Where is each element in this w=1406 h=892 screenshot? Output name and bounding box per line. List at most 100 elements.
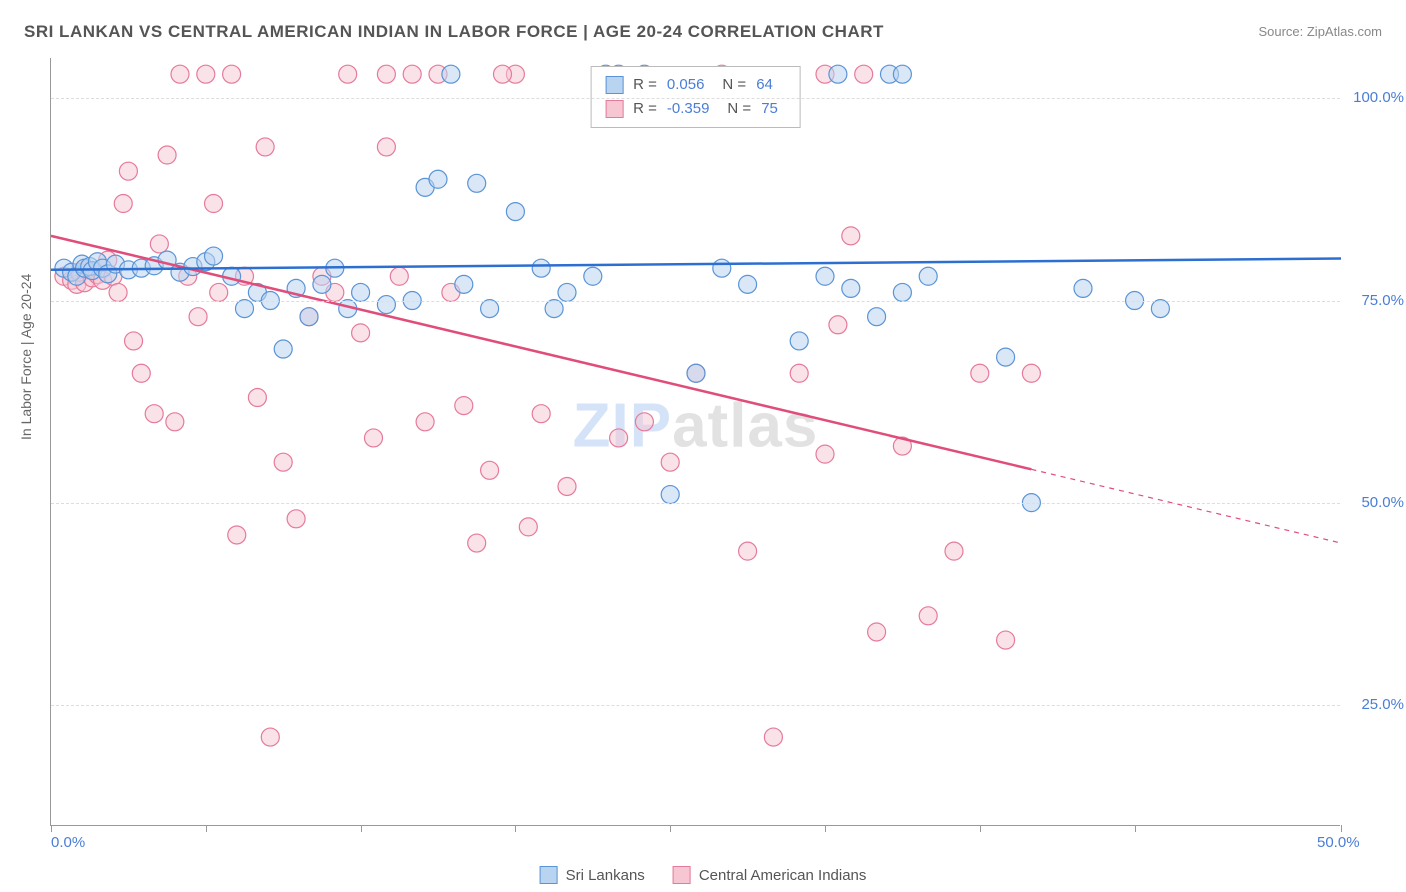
scatter-point [739,275,757,293]
legend-label: Sri Lankans [566,867,645,884]
scatter-point [287,510,305,528]
scatter-point [377,296,395,314]
scatter-point [145,405,163,423]
chart-container: SRI LANKAN VS CENTRAL AMERICAN INDIAN IN… [0,0,1406,892]
scatter-point [816,445,834,463]
scatter-point [119,162,137,180]
trend-line [51,258,1341,269]
legend-swatch [605,76,623,94]
x-tick [980,825,981,832]
plot-svg [51,58,1340,825]
scatter-point [481,461,499,479]
scatter-point [842,227,860,245]
scatter-point [893,283,911,301]
scatter-point [377,138,395,156]
n-label: N = [727,97,751,121]
legend-item: Sri Lankans [540,866,645,884]
scatter-point [868,308,886,326]
scatter-point [223,65,241,83]
scatter-point [339,65,357,83]
scatter-point [403,65,421,83]
scatter-point [584,267,602,285]
y-tick-label: 75.0% [1348,292,1404,309]
scatter-point [868,623,886,641]
scatter-point [855,65,873,83]
n-value: 64 [756,73,773,97]
scatter-point [506,203,524,221]
r-value: 0.056 [667,73,705,97]
scatter-point [829,65,847,83]
scatter-point [919,267,937,285]
scatter-point [197,65,215,83]
scatter-point [997,348,1015,366]
legend-swatch [540,866,558,884]
r-label: R = [633,97,657,121]
y-tick-label: 100.0% [1348,89,1404,106]
n-value: 75 [761,97,778,121]
scatter-point [829,316,847,334]
scatter-point [764,728,782,746]
scatter-point [125,332,143,350]
scatter-point [945,542,963,560]
scatter-point [816,267,834,285]
r-label: R = [633,73,657,97]
scatter-point [971,364,989,382]
x-tick [361,825,362,832]
scatter-point [274,340,292,358]
gridline [51,98,1340,99]
scatter-point [481,300,499,318]
x-tick [51,825,52,832]
scatter-point [158,146,176,164]
scatter-point [166,413,184,431]
scatter-point [390,267,408,285]
x-tick-label: 0.0% [51,834,85,851]
scatter-point [365,429,383,447]
legend-item: Central American Indians [673,866,867,884]
scatter-point [429,170,447,188]
scatter-point [256,138,274,156]
scatter-point [352,324,370,342]
scatter-point [545,300,563,318]
scatter-point [150,235,168,253]
scatter-point [519,518,537,536]
scatter-point [171,65,189,83]
bottom-legend: Sri Lankans Central American Indians [540,866,867,884]
gridline [51,705,1340,706]
scatter-point [687,364,705,382]
scatter-point [468,174,486,192]
scatter-point [416,413,434,431]
scatter-point [790,332,808,350]
source-label: Source: ZipAtlas.com [1258,24,1382,39]
gridline [51,301,1340,302]
scatter-point [997,631,1015,649]
scatter-point [261,728,279,746]
scatter-point [205,247,223,265]
scatter-point [442,65,460,83]
scatter-point [532,405,550,423]
scatter-point [713,259,731,277]
chart-title: SRI LANKAN VS CENTRAL AMERICAN INDIAN IN… [24,22,884,42]
scatter-point [558,477,576,495]
scatter-point [377,65,395,83]
stats-legend: R = 0.056N = 64R = -0.359 N = 75 [590,66,801,128]
scatter-point [790,364,808,382]
trend-line-dashed [1031,469,1341,543]
legend-swatch [605,100,623,118]
scatter-point [205,195,223,213]
r-value: -0.359 [667,97,710,121]
x-tick [825,825,826,832]
scatter-point [739,542,757,560]
scatter-point [919,607,937,625]
scatter-point [210,283,228,301]
legend-swatch [673,866,691,884]
stats-row: R = -0.359 N = 75 [605,97,786,121]
scatter-point [455,397,473,415]
gridline [51,503,1340,504]
scatter-point [532,259,550,277]
scatter-point [114,195,132,213]
scatter-point [494,65,512,83]
scatter-point [352,283,370,301]
scatter-point [1022,364,1040,382]
y-tick-label: 50.0% [1348,494,1404,511]
stats-row: R = 0.056N = 64 [605,73,786,97]
